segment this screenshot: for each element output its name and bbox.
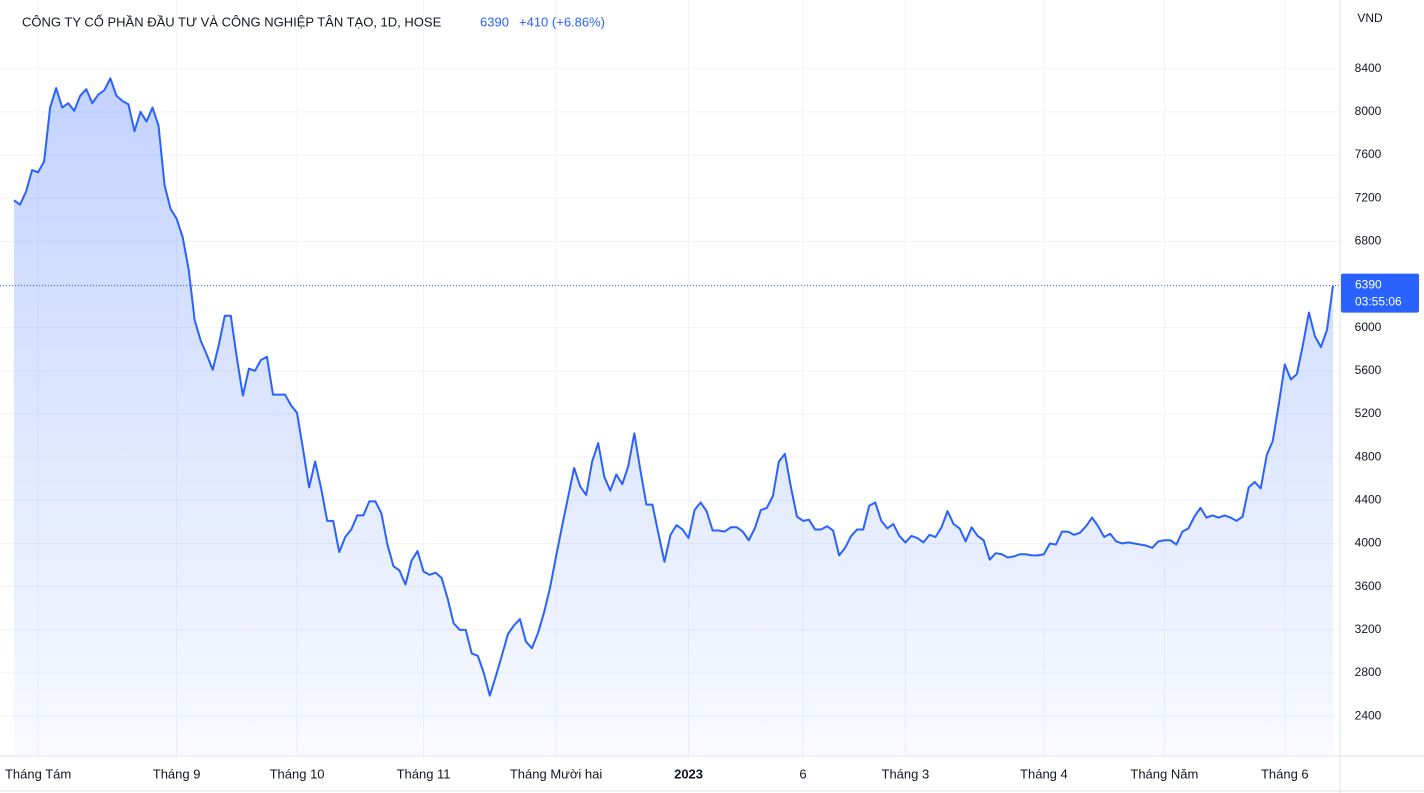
x-tick-label: Tháng 6 [1261, 766, 1309, 781]
area [14, 78, 1333, 755]
x-tick-label: Tháng 3 [882, 766, 930, 781]
y-tick-label: 2800 [1355, 665, 1382, 679]
y-tick-label: 4800 [1355, 449, 1382, 463]
y-tick-label: 2400 [1355, 708, 1382, 722]
chart-title: CÔNG TY CỔ PHẦN ĐẦU TƯ VÀ CÔNG NGHIỆP TÂ… [22, 14, 442, 29]
y-tick-label: 6800 [1355, 234, 1382, 248]
y-tick-label: 8400 [1355, 61, 1382, 75]
y-tick-label: 4000 [1355, 536, 1382, 550]
y-tick-label: 8000 [1355, 104, 1382, 118]
last-price: 6390 [480, 14, 509, 29]
x-tick-label: 2023 [674, 766, 703, 781]
price-change: +410 (+6.86%) [519, 14, 605, 29]
x-tick-label: 6 [799, 766, 806, 781]
y-tick-label: 3600 [1355, 579, 1382, 593]
x-tick-label: Tháng 4 [1020, 766, 1068, 781]
y-tick-label: 7200 [1355, 190, 1382, 204]
y-tick-label: 6000 [1355, 320, 1382, 334]
price-badge-countdown: 03:55:06 [1355, 295, 1402, 309]
x-tick-label: Tháng 11 [397, 766, 451, 781]
price-badge [1341, 273, 1419, 313]
y-tick-label: 7600 [1355, 147, 1382, 161]
unit-label: VND [1357, 11, 1383, 25]
price-line [13, 77, 1334, 697]
price-badge-value: 6390 [1355, 278, 1382, 292]
x-tick-label: Tháng Năm [1130, 766, 1198, 781]
y-tick-label: 3200 [1355, 622, 1382, 636]
x-tick-label: Tháng Tám [5, 766, 71, 781]
y-tick-label: 4400 [1355, 492, 1382, 506]
x-tick-label: Tháng Mười hai [510, 766, 602, 781]
y-tick-label: 5600 [1355, 363, 1382, 377]
axes: 2400 2800 3200 3600 4000 4400 4800 5200 5600 6000… [5, 61, 1419, 781]
x-tick-label: Tháng 10 [270, 766, 325, 781]
x-tick-label: Tháng 9 [153, 766, 201, 781]
y-tick-label: 5200 [1355, 406, 1382, 420]
plot [0, 77, 1340, 755]
